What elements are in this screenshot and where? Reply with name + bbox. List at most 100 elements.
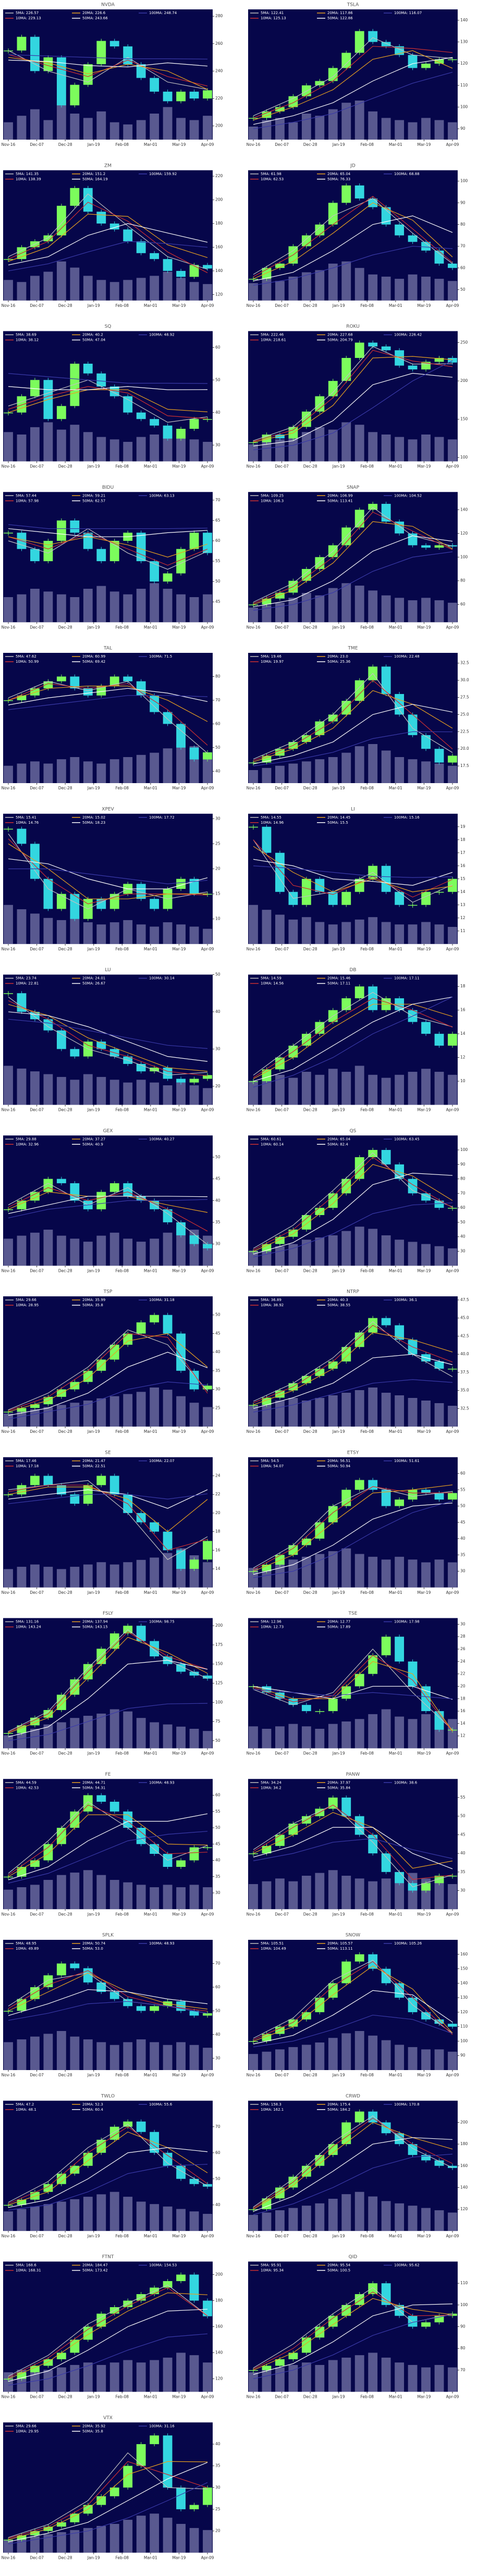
volume-bar (83, 118, 93, 140)
ma-line (253, 1961, 453, 2040)
volume-bar (395, 120, 405, 140)
y-tick-label: 60 (215, 538, 220, 543)
volume-bar (275, 281, 285, 301)
volume-bar (136, 1885, 146, 1910)
volume-bar (56, 261, 66, 301)
candle (123, 1333, 133, 1345)
candle (96, 549, 106, 562)
volume-bar (354, 1719, 364, 1749)
y-tick-label: 70 (215, 1961, 220, 1965)
x-tick-label: Mar-01 (144, 2073, 157, 2077)
ma-line (8, 528, 208, 537)
x-tick-label: Dec-28 (58, 786, 72, 790)
volume-bar (341, 2357, 351, 2392)
legend-label: 50MA: 143.15 (82, 1625, 108, 1629)
candle (176, 724, 186, 748)
y-tick-label: 180 (215, 221, 223, 226)
ma-line (253, 1812, 453, 1869)
candle (96, 2313, 106, 2327)
x-tick-label: Dec-28 (303, 1108, 317, 1112)
volume-bar (176, 2352, 186, 2392)
candle (109, 541, 119, 562)
volume-bar (408, 1398, 418, 1427)
candle (448, 1208, 457, 1209)
legend-label: 20MA: 227.68 (327, 333, 353, 337)
candle (56, 1485, 66, 1495)
y-tick-label: 280 (215, 14, 223, 18)
candle (288, 2019, 298, 2027)
legend-label: 20MA: 175.4 (327, 2102, 351, 2107)
candle (381, 346, 391, 351)
volume-bar (368, 590, 378, 623)
candle (17, 396, 27, 413)
x-tick-label: Apr-09 (201, 786, 214, 790)
candle (262, 1565, 272, 1571)
x-tick-label: Dec-28 (303, 1429, 317, 1434)
volume-bar (150, 434, 160, 462)
volume-bar (448, 765, 457, 783)
volume-bar (56, 101, 66, 140)
legend-label: 20MA: 60.99 (82, 654, 105, 659)
volume-bar (315, 922, 325, 944)
legend-label: 5MA: 14.55 (261, 815, 281, 820)
candle (301, 235, 311, 246)
volume-bar (408, 600, 418, 623)
candle (4, 700, 13, 701)
candle (249, 826, 258, 828)
candle (354, 2111, 364, 2123)
y-tick-label: 50 (215, 579, 220, 584)
ma-line (8, 2147, 208, 2208)
y-tick-label: 45 (215, 1176, 220, 1181)
legend-label: 5MA: 61.98 (261, 172, 281, 176)
volume-bar (249, 770, 258, 783)
volume-bar (262, 1248, 272, 1266)
y-tick-label: 110 (460, 2281, 468, 2285)
chart-title: ETSY (347, 1450, 359, 1455)
ma-line (253, 506, 453, 603)
candle (176, 2165, 186, 2179)
volume-bar (4, 1889, 13, 1910)
candle (109, 1802, 119, 1812)
candle (43, 1179, 53, 1192)
legend-label: 20MA: 52.3 (82, 2102, 103, 2107)
volume-bar (176, 744, 186, 783)
volume-bar (421, 2049, 431, 2070)
x-tick-label: Nov-16 (2, 2234, 16, 2238)
y-tick-label: 40 (215, 1349, 220, 1354)
x-tick-label: Apr-09 (201, 464, 214, 469)
volume-bar (163, 2357, 173, 2392)
y-tick-label: 50 (215, 1155, 220, 1159)
x-tick-label: Jan-19 (332, 1751, 345, 1756)
volume-bar (328, 2198, 338, 2231)
x-tick-label: Feb-08 (116, 1751, 129, 1756)
volume-bar (448, 2212, 457, 2231)
y-tick-label: 60 (215, 721, 220, 726)
y-tick-label: 100 (460, 554, 468, 559)
volume-bar (70, 1239, 80, 1266)
legend-label: 20MA: 184.47 (82, 2263, 108, 2268)
ma-line (8, 695, 208, 710)
chart-title: GEX (103, 1129, 113, 1134)
y-tick-label: 10 (215, 917, 220, 921)
ma-line (8, 2132, 208, 2206)
candle (4, 50, 13, 52)
x-tick-label: Nov-16 (2, 1751, 16, 1756)
ma-line (8, 214, 208, 262)
y-tick-label: 60 (215, 1793, 220, 1798)
candle (421, 2154, 431, 2161)
x-tick-label: Feb-08 (361, 2073, 374, 2077)
candle (341, 1797, 351, 1816)
volume-bar (328, 924, 338, 944)
candle (203, 90, 212, 99)
candle (354, 986, 364, 998)
volume-bar (448, 1719, 457, 1749)
y-tick-label: 30 (215, 1242, 220, 1246)
ma-line (253, 1965, 453, 2042)
volume-bar (150, 276, 160, 301)
x-tick-label: Mar-01 (144, 1751, 157, 1756)
volume-bar (83, 2197, 93, 2231)
legend-label: 100MA: 17.11 (394, 976, 420, 981)
y-tick-label: 40 (460, 1536, 466, 1541)
y-tick-label: 100 (460, 105, 468, 109)
